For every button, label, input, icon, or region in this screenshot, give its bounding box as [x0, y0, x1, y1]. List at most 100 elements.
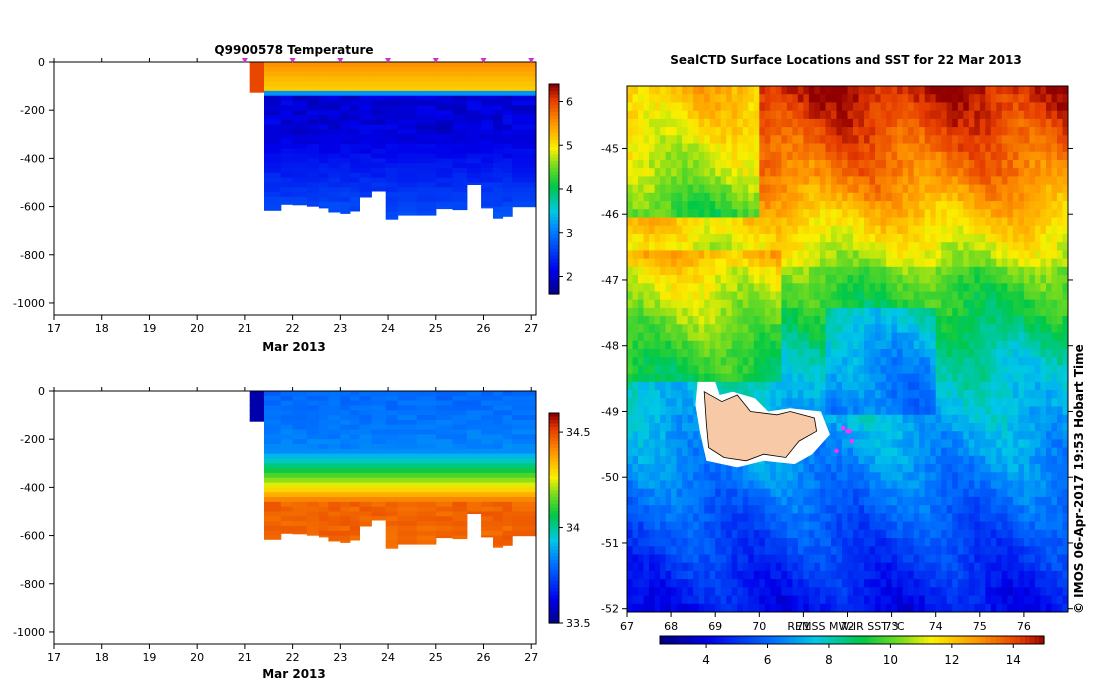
- sst-cell: [704, 283, 711, 292]
- sst-cell: [781, 135, 788, 144]
- section-cell: [292, 439, 308, 445]
- sst-cell: [886, 143, 893, 153]
- section-cell: [264, 453, 282, 459]
- section-cell: [493, 148, 504, 155]
- sst-cell: [1012, 127, 1019, 136]
- section-cell: [371, 182, 387, 188]
- sst-cell: [1029, 349, 1036, 358]
- sst-cell: [819, 316, 826, 325]
- section-cell: [452, 182, 468, 188]
- section-cell: [385, 216, 399, 220]
- colorbar-swatch: [549, 98, 559, 103]
- colorbar-swatch: [549, 437, 559, 442]
- sst-cell: [842, 398, 848, 407]
- sst-cell: [979, 423, 986, 432]
- sst-cell: [869, 299, 876, 309]
- sst-cell: [819, 94, 826, 103]
- sst-cell: [819, 439, 826, 449]
- sst-cell: [660, 118, 667, 128]
- sst-cell: [1029, 283, 1036, 292]
- sst-cell: [963, 340, 970, 350]
- sst-cell: [649, 192, 655, 202]
- section-cell: [349, 90, 360, 97]
- sst-cell: [935, 176, 942, 186]
- sst-cell: [924, 373, 931, 383]
- sst-cell: [698, 86, 705, 95]
- sst-cell: [808, 258, 815, 268]
- section-cell: [264, 482, 282, 488]
- sst-cell: [825, 102, 832, 112]
- x-tick-label: 18: [95, 651, 109, 664]
- section-cell: [340, 134, 351, 140]
- section-cell: [452, 525, 468, 532]
- sst-cell: [654, 266, 661, 276]
- section-cell: [452, 391, 468, 397]
- sst-cell: [979, 135, 986, 144]
- sst-cell: [968, 357, 975, 366]
- sst-cell: [632, 233, 639, 243]
- sst-cell: [930, 110, 937, 120]
- section-cell: [397, 482, 418, 488]
- section-cell: [416, 177, 437, 184]
- sst-cell: [687, 275, 694, 284]
- section-cell: [371, 187, 387, 192]
- sst-cell: [676, 316, 683, 325]
- section-cell: [318, 206, 329, 209]
- sst-cell: [731, 299, 738, 309]
- sst-cell: [676, 340, 683, 350]
- sst-cell: [764, 373, 771, 383]
- sst-cell: [748, 266, 755, 276]
- sst-cell: [908, 168, 915, 177]
- sst-cell: [1040, 307, 1047, 317]
- sst-cell: [1062, 118, 1068, 128]
- sst-cell: [924, 365, 931, 375]
- sst-cell: [875, 118, 882, 128]
- sst-cell: [808, 324, 815, 333]
- sst-cell: [875, 209, 882, 218]
- sst-cell: [990, 250, 997, 260]
- section-cell: [306, 530, 320, 536]
- section-cell: [306, 525, 320, 532]
- sst-cell: [935, 135, 942, 144]
- sst-cell: [759, 184, 766, 194]
- section-cell: [502, 453, 513, 459]
- sst-cell: [891, 406, 898, 416]
- sst-cell: [638, 390, 644, 399]
- sst-cell: [908, 340, 915, 350]
- sst-cell: [742, 275, 749, 284]
- sst-cell: [996, 118, 1003, 128]
- section-cell: [512, 187, 536, 193]
- sst-cell: [1029, 118, 1036, 128]
- section-cell: [371, 139, 387, 145]
- section-cell: [328, 458, 341, 464]
- sst-cell: [638, 225, 644, 235]
- sst-cell: [1018, 266, 1025, 276]
- section-cell: [264, 415, 282, 421]
- section-cell: [502, 66, 513, 73]
- sst-cell: [1029, 307, 1036, 317]
- section-cell: [306, 81, 320, 87]
- x-tick-label: 26: [477, 651, 491, 664]
- section-cell: [397, 211, 418, 216]
- sst-cell: [737, 307, 744, 317]
- sst-cell: [1007, 176, 1014, 186]
- sst-cell: [803, 316, 810, 325]
- section-cell: [371, 429, 387, 435]
- sst-cell: [836, 151, 843, 161]
- sst-cell: [836, 275, 843, 284]
- section-cell: [340, 206, 351, 212]
- sst-cell: [726, 192, 733, 202]
- section-cell: [318, 415, 329, 421]
- sst-cell: [864, 110, 870, 120]
- sst-cell: [1029, 398, 1036, 407]
- sst-cell: [913, 86, 920, 95]
- x-tick-label: 24: [381, 651, 395, 664]
- sst-cell: [632, 102, 639, 112]
- sst-cell: [1040, 398, 1047, 407]
- sst-cell: [1034, 423, 1041, 432]
- sst-cell: [803, 266, 810, 276]
- sst-cell: [671, 127, 678, 136]
- sst-cell: [930, 160, 937, 169]
- sst-cell: [968, 299, 975, 309]
